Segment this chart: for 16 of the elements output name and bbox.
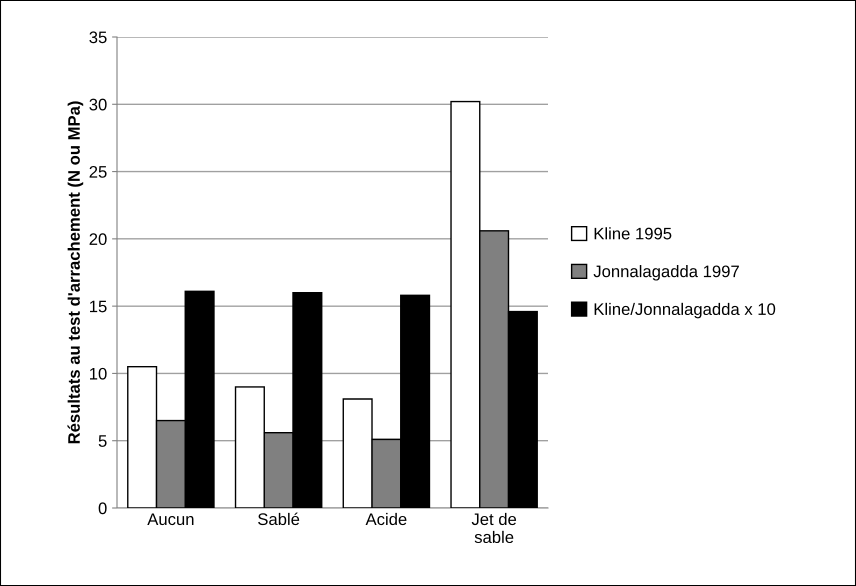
y-tick-label: 25 bbox=[90, 166, 107, 178]
legend-label: Kline/Jonnalagadda x 10 bbox=[594, 302, 776, 318]
y-tick-label: 20 bbox=[90, 233, 107, 246]
x-tick-label: Sablé bbox=[258, 512, 300, 526]
legend-label: Jonnalagadda 1997 bbox=[594, 265, 739, 281]
y-tick-label: 5 bbox=[98, 435, 107, 447]
legend-label: Kline 1995 bbox=[594, 227, 672, 240]
x-tick-label: Aucun bbox=[147, 513, 194, 526]
y-tick-label: 15 bbox=[90, 300, 107, 312]
y-tick-label: 10 bbox=[90, 368, 107, 380]
y-tick-label: 0 bbox=[98, 502, 107, 514]
y-tick-label: 35 bbox=[89, 31, 107, 44]
y-tick-label: 30 bbox=[89, 98, 107, 110]
x-tick-label: Jet de sable bbox=[472, 512, 516, 544]
x-tick-label: Acide bbox=[366, 512, 406, 526]
y-axis-title: Résultats au test d'arrachement (N ou MPa) bbox=[68, 101, 84, 444]
